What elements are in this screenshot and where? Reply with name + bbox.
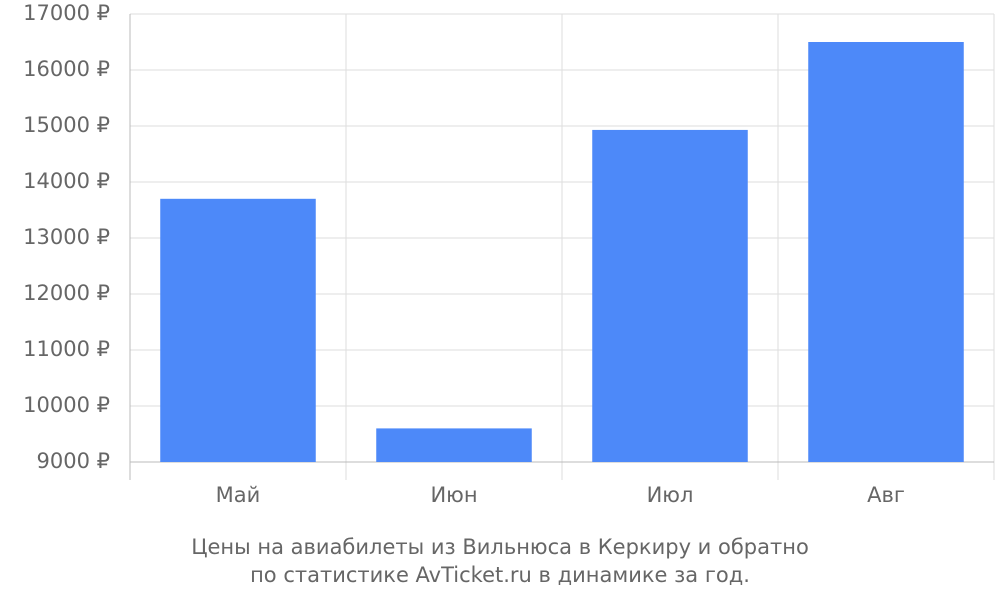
bar [376, 428, 532, 462]
bar [592, 129, 748, 463]
x-tick-label: Май [216, 483, 261, 507]
y-tick-label: 12000 ₽ [23, 281, 110, 305]
x-tick-label: Авг [867, 483, 905, 507]
x-tick-label: Июл [647, 483, 694, 507]
y-tick-label: 17000 ₽ [23, 1, 110, 25]
y-tick-label: 9000 ₽ [37, 449, 110, 473]
y-tick-label: 11000 ₽ [23, 337, 110, 361]
bar [160, 198, 316, 463]
chart-subtitle: по статистике AvTicket.ru в динамике за … [250, 563, 750, 587]
y-tick-label: 14000 ₽ [23, 169, 110, 193]
chart-title: Цены на авиабилеты из Вильнюса в Керкиру… [191, 535, 809, 559]
y-tick-label: 15000 ₽ [23, 113, 110, 137]
x-tick-label: Июн [430, 483, 477, 507]
y-tick-label: 10000 ₽ [23, 393, 110, 417]
bar [808, 42, 964, 462]
y-tick-label: 13000 ₽ [23, 225, 110, 249]
y-tick-label: 16000 ₽ [23, 57, 110, 81]
